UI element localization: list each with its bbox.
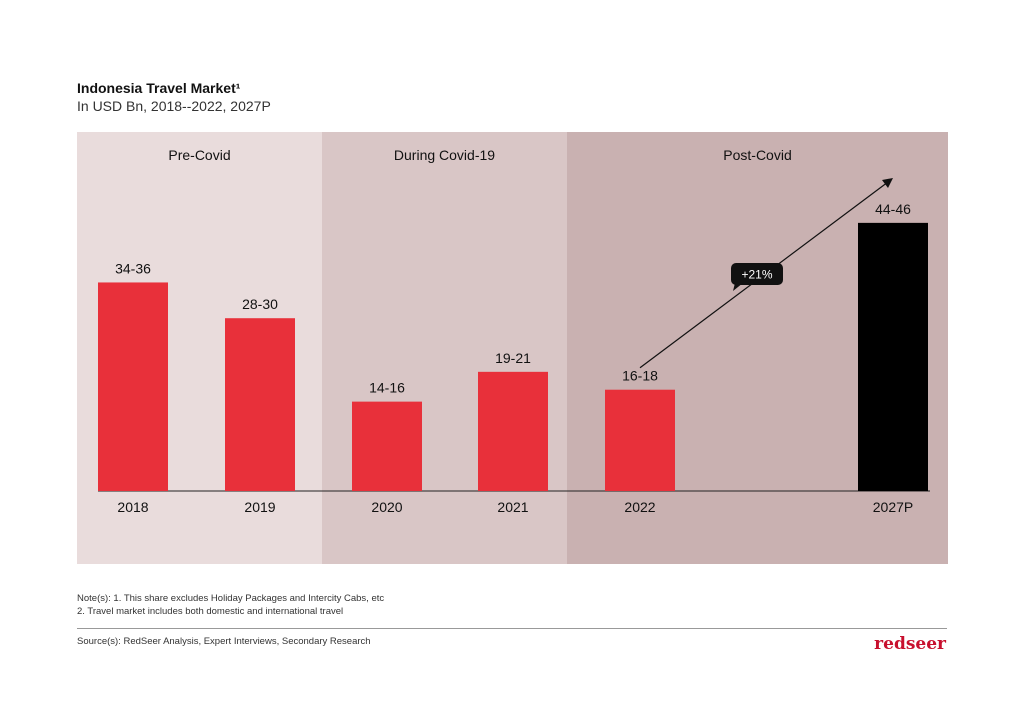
bar-2022 — [605, 389, 675, 491]
data-label-2019: 28-30 — [242, 296, 278, 312]
bar-2018 — [98, 282, 168, 491]
tick-label-2018: 2018 — [117, 499, 148, 515]
growth-label: +21% — [741, 268, 772, 282]
growth-badge-tail — [733, 283, 743, 291]
tick-label-2020: 2020 — [371, 499, 402, 515]
bar-2020 — [352, 401, 422, 491]
chart-title: Indonesia Travel Market¹ — [77, 80, 241, 96]
bar-2027P — [858, 222, 928, 491]
bar-2021 — [478, 371, 548, 491]
phase-label-1: Pre-Covid — [168, 147, 230, 163]
phase-label-3: Post-Covid — [723, 147, 791, 163]
tick-label-2021: 2021 — [497, 499, 528, 515]
bar-2019 — [225, 318, 295, 491]
notes: Note(s): 1. This share excludes Holiday … — [77, 592, 384, 618]
redseer-logo: redseer — [874, 634, 946, 654]
growth-badge — [731, 263, 783, 285]
data-label-2020: 14-16 — [369, 380, 405, 396]
footer-divider — [77, 628, 947, 629]
tick-label-2027P: 2027P — [873, 499, 913, 515]
phase-label-2: During Covid-19 — [394, 147, 495, 163]
data-label-2027P: 44-46 — [875, 201, 911, 217]
tick-label-2019: 2019 — [244, 499, 275, 515]
tick-label-2022: 2022 — [624, 499, 655, 515]
note-2: 2. Travel market includes both domestic … — [77, 606, 344, 617]
bar-chart: Pre-Covid During Covid-19 Post-Covid 34-36 2… — [77, 132, 948, 564]
chart-subtitle: In USD Bn, 2018--2022, 2027P — [77, 98, 271, 114]
note-1: Note(s): 1. This share excludes Holiday … — [77, 593, 385, 604]
data-label-2021: 19-21 — [495, 350, 531, 366]
data-label-2022: 16-18 — [622, 368, 658, 384]
data-label-2018: 34-36 — [115, 260, 151, 276]
growth-arrow-head — [881, 178, 893, 188]
source-text: Source(s): RedSeer Analysis, Expert Inte… — [77, 636, 371, 647]
phase-background-2 — [322, 132, 567, 564]
